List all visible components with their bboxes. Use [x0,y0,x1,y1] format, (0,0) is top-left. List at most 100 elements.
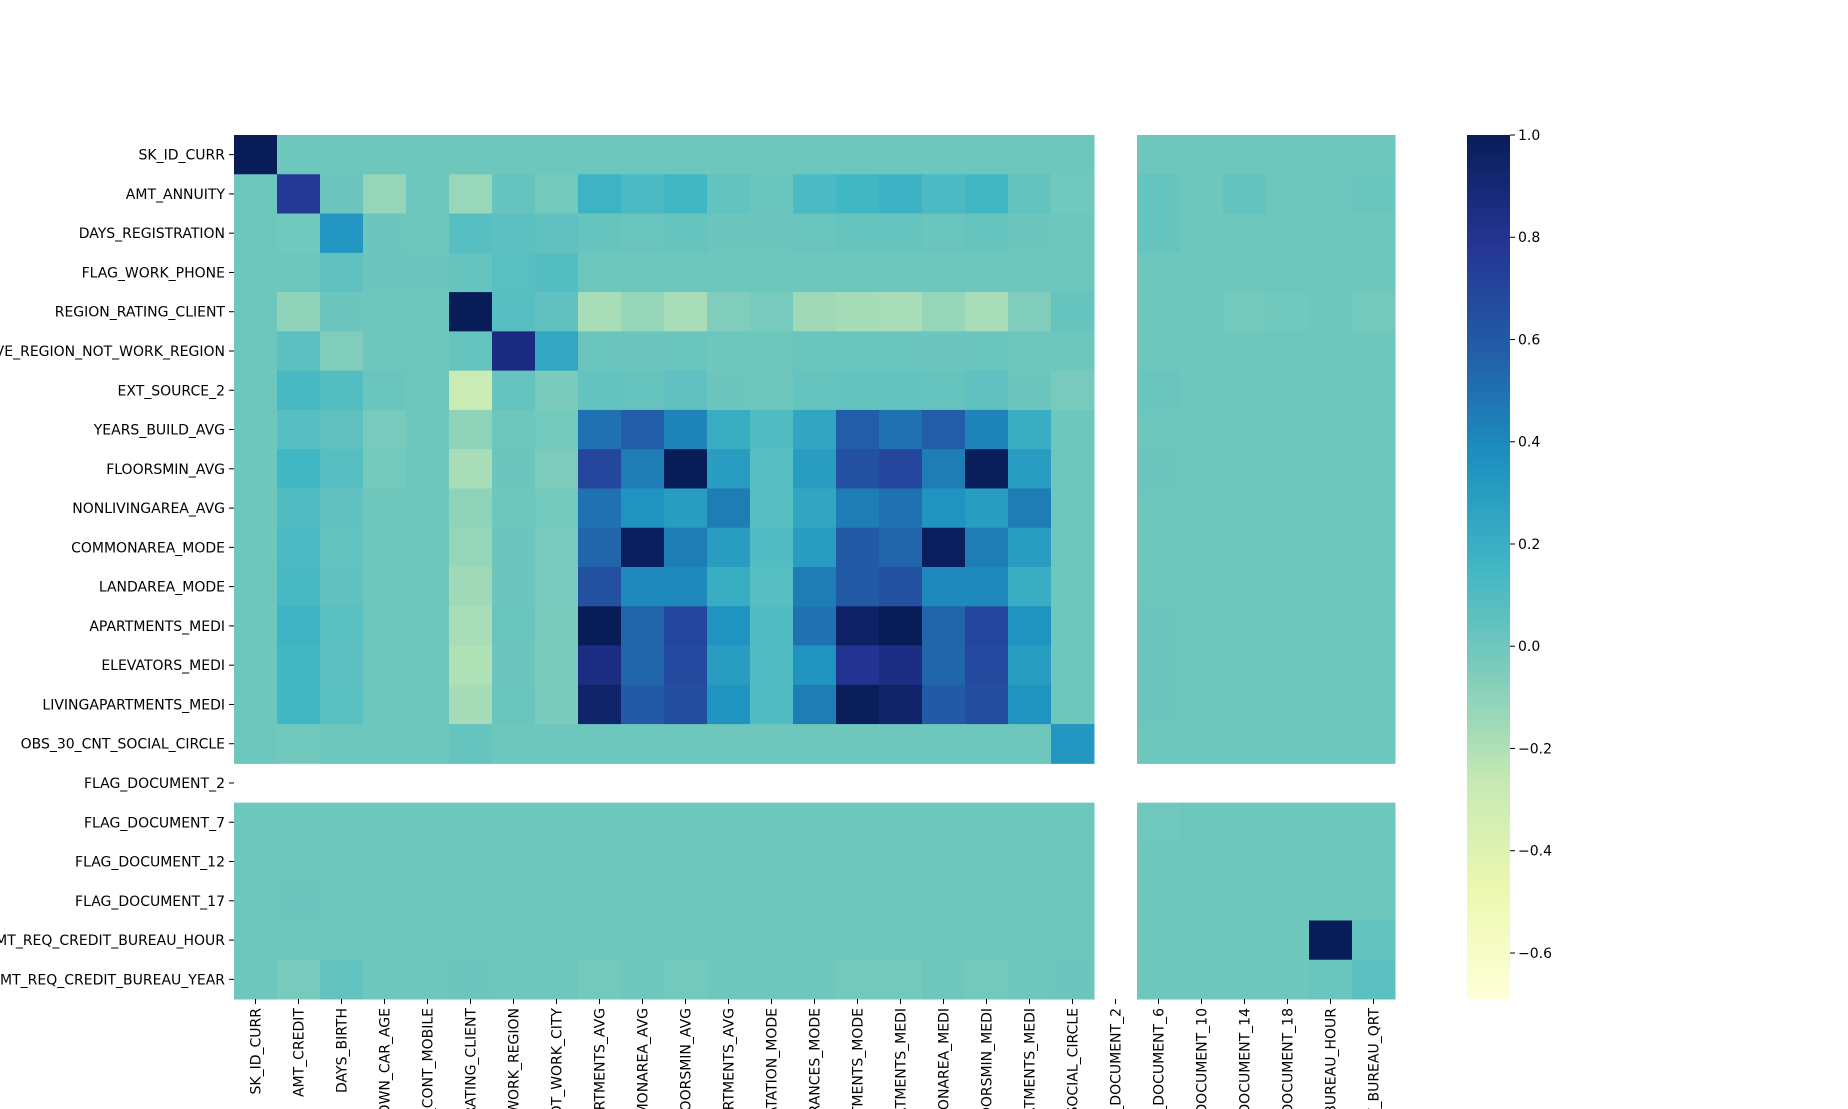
heatmap-cell [320,684,364,725]
heatmap-cell [1309,567,1353,607]
heatmap-cell [707,802,751,843]
heatmap-cell [621,606,665,647]
heatmap-cell [1352,331,1396,372]
heatmap-cell [707,449,751,489]
heatmap-cell [879,292,923,332]
heatmap-cell [363,724,407,764]
heatmap-cell [363,802,407,843]
heatmap-cell [1266,331,1310,372]
heatmap-cell [707,959,751,1000]
heatmap-cell [621,567,665,607]
heatmap-cell [406,527,450,568]
heatmap-cell [234,567,278,607]
heatmap-cell [793,959,837,1000]
heatmap-cell [535,567,579,607]
heatmap-cell [1266,724,1310,764]
heatmap-cell [449,802,493,843]
heatmap-cell [535,527,579,568]
heatmap-cell [1137,724,1181,764]
heatmap-cell [406,409,450,450]
x-tick-label: ENTRANCES_MODE [808,1008,824,1109]
heatmap-cell [621,370,665,411]
heatmap-cell [234,920,278,961]
heatmap-cell [879,135,923,175]
heatmap-cell [1352,370,1396,411]
x-tick-label: SK_ID_CURR [249,1008,265,1095]
heatmap-cell [1266,802,1310,843]
heatmap-cell [965,449,1009,489]
heatmap-cell [1051,724,1095,764]
y-tick-label: AMT_ANNUITY [126,187,226,203]
heatmap-cell [922,135,966,175]
heatmap-cell [1223,252,1267,293]
heatmap-cell [1223,881,1267,921]
heatmap-cell [449,174,493,215]
heatmap-cell [277,724,321,764]
heatmap-cell [578,724,622,764]
heatmap-cell [965,213,1009,254]
heatmap-cell [965,959,1009,1000]
heatmap-cell [1051,841,1095,882]
y-tick-label: FLAG_DOCUMENT_12 [75,855,225,871]
heatmap-cell [621,527,665,568]
heatmap-cell [1266,135,1310,175]
heatmap-cell [578,370,622,411]
heatmap-cell [277,331,321,372]
heatmap-cell [879,881,923,921]
heatmap-cell [793,841,837,882]
x-tick-label: COMMONAREA_MEDI [937,1008,953,1109]
heatmap-cell [234,135,278,175]
heatmap-cell [363,135,407,175]
heatmap-cell [449,920,493,961]
heatmap-cell [363,645,407,686]
heatmap-cell [1309,135,1353,175]
heatmap-cell [750,213,794,254]
heatmap-cell [492,920,536,961]
heatmap-cell [406,488,450,529]
x-tick-label: FLAG_DOCUMENT_2 [1109,1008,1125,1109]
heatmap-cell [234,527,278,568]
heatmap-cell [277,606,321,647]
heatmap-cell [1008,606,1052,647]
x-tick-label: FLOORSMIN_AVG [679,1008,695,1109]
heatmap-cell [363,174,407,215]
heatmap-cell [320,959,364,1000]
heatmap-cell [234,409,278,450]
heatmap-cell [1051,802,1095,843]
heatmap-cell [922,567,966,607]
heatmap-cell [664,213,708,254]
heatmap-cell [535,802,579,843]
heatmap-cell [363,292,407,332]
heatmap-cell [707,331,751,372]
heatmap-cell [578,684,622,725]
heatmap-cell [707,292,751,332]
heatmap-cell [707,370,751,411]
heatmap-cell [449,645,493,686]
heatmap-cell [1309,645,1353,686]
heatmap-cell [535,724,579,764]
heatmap-cell [578,645,622,686]
heatmap-cell [922,331,966,372]
heatmap-cell [836,841,880,882]
heatmap-cell [1266,881,1310,921]
heatmap-cell [879,527,923,568]
heatmap-cell [664,331,708,372]
heatmap-cell [836,331,880,372]
heatmap-cell [879,174,923,215]
heatmap-cell [492,684,536,725]
y-tick-label: OBS_30_CNT_SOCIAL_CIRCLE [21,737,225,753]
heatmap-cell [1051,567,1095,607]
heatmap-cell [1051,370,1095,411]
heatmap-cell [922,606,966,647]
heatmap-cell [1223,841,1267,882]
heatmap-cell [320,841,364,882]
heatmap-cell [1051,920,1095,961]
y-tick-label: DAYS_REGISTRATION [79,226,225,242]
heatmap-cell [406,292,450,332]
heatmap-cell [535,684,579,725]
heatmap-cell [1051,292,1095,332]
heatmap-cell [750,959,794,1000]
heatmap-cell [578,409,622,450]
